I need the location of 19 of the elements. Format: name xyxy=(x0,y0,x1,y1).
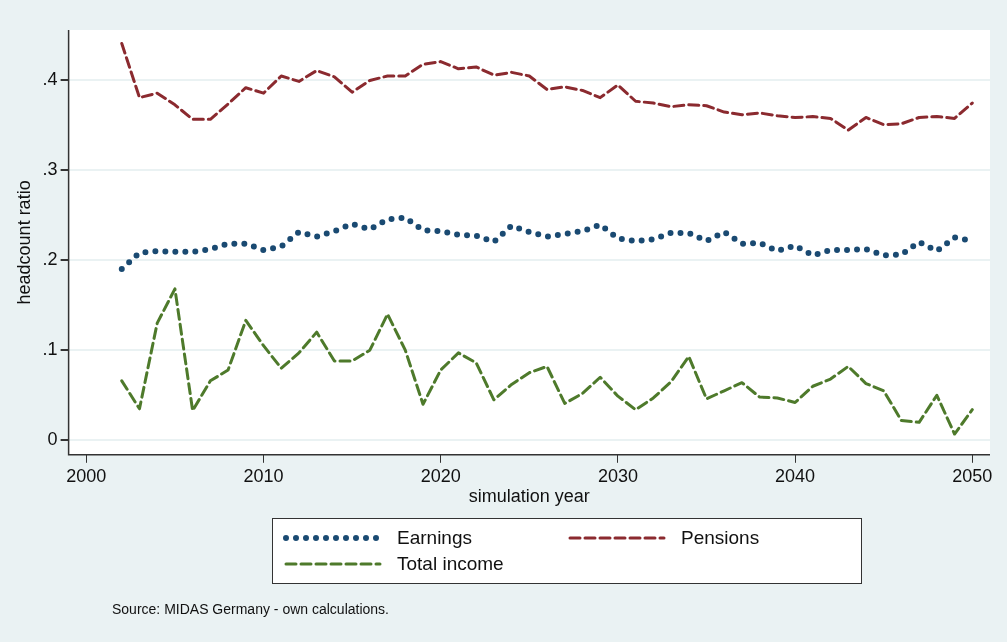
legend-label: Pensions xyxy=(681,527,760,549)
y-axis-title: headcount ratio xyxy=(13,180,34,305)
legend-label: Total income xyxy=(397,553,504,575)
x-tick-label: 2010 xyxy=(243,465,284,486)
x-tick-label: 2020 xyxy=(420,465,461,486)
x-tick-label: 2000 xyxy=(66,465,107,486)
x-tick-label: 2040 xyxy=(775,465,816,486)
line-series xyxy=(120,287,974,436)
x-tick-label: 2050 xyxy=(952,465,993,486)
y-tick-label: .4 xyxy=(42,68,58,89)
x-axis-title: simulation year xyxy=(468,486,590,507)
legend-label: Earnings xyxy=(397,527,472,549)
y-tick-label: .3 xyxy=(42,158,58,179)
x-tick-label: 2030 xyxy=(597,465,638,486)
source-note: Source: MIDAS Germany - own calculations. xyxy=(112,601,389,617)
y-tick-label: 0 xyxy=(47,429,58,450)
line-series xyxy=(120,42,974,132)
y-tick-label: .1 xyxy=(42,339,58,360)
y-tick-label: .2 xyxy=(42,248,58,269)
